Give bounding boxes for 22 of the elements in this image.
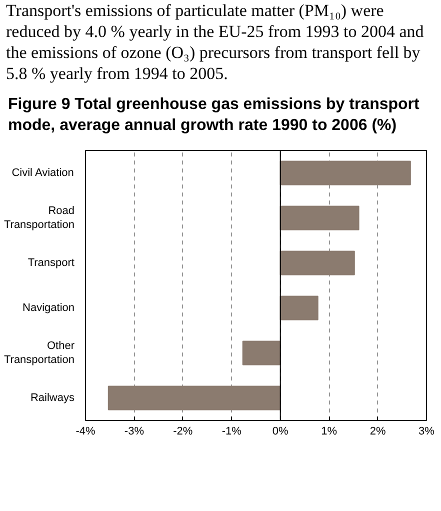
y-tick-label: Navigation [22,302,75,314]
y-tick-label: Road Transportation [4,204,75,232]
bar [108,386,281,410]
x-tick-label: 1% [321,426,338,438]
bar [280,160,411,186]
x-tick-label: 0% [272,426,289,438]
bar [242,340,281,366]
y-tick-label: Other Transportation [4,340,75,366]
text: Transport's emissions of particulate matter (PM₁₀) were reduced by 4.0 % yearly in the EU-25 from 1993 to 2004 and the emissions of ozone (O₃) precursors from transport fell by 5.8 % yearly from 1994 to 2005. [6,0,425,84]
x-tick-label: 3% [418,426,435,438]
x-tick-label: 2% [370,426,386,438]
y-tick-label: Railways [30,392,75,404]
x-tick-label: -1% [222,426,242,438]
y-tick-label: Transport [28,257,75,269]
x-tick-label: -3% [124,426,144,438]
bar [280,206,360,230]
x-tick-label: -2% [173,426,193,438]
bar [280,296,318,320]
chart-title: Figure 9 Total greenhouse gas emissions by transport mode, average annual growth rate 1990 to 2006 (%) [8,95,420,136]
bar [280,250,355,276]
x-tick-label: -4% [76,426,96,438]
y-tick-label: Civil Aviation [12,167,74,179]
